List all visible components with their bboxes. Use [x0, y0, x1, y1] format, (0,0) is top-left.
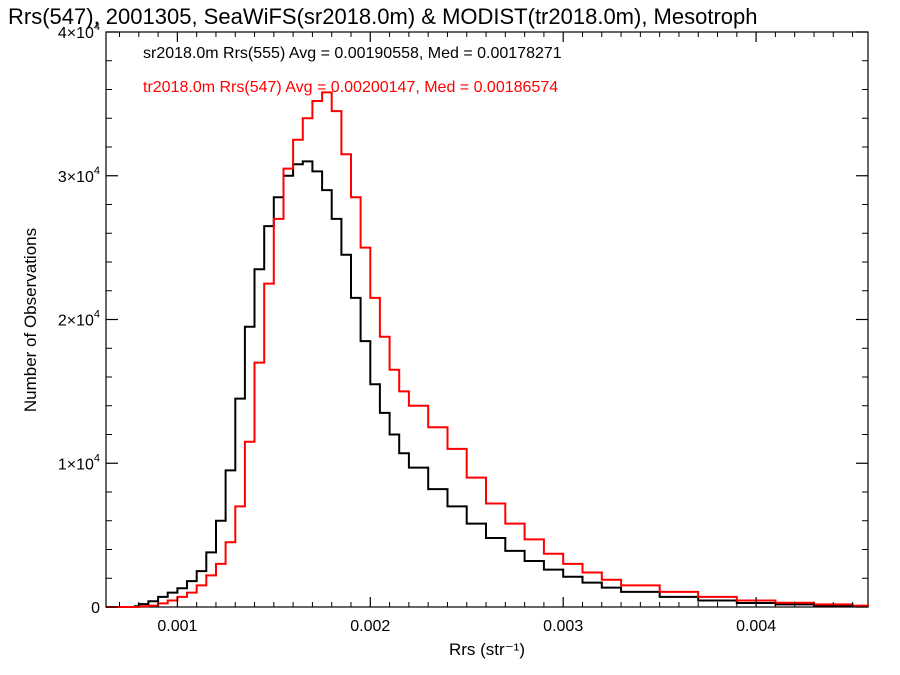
y-tick-label: 4×104 [58, 21, 100, 42]
y-tick-label: 1×104 [58, 452, 100, 473]
series-line-1 [106, 91, 869, 608]
legend-entry-tr2018: tr2018.0m Rrs(547) Avg = 0.00200147, Med… [143, 79, 558, 96]
x-tick-label: 0.004 [736, 618, 776, 635]
x-tick-label: 0.003 [543, 618, 583, 635]
y-tick-label: 3×104 [58, 165, 100, 186]
legend-entry-sr2018: sr2018.0m Rrs(555) Avg = 0.00190558, Med… [143, 45, 562, 62]
x-axis-label: Rrs (str⁻¹) [449, 640, 525, 659]
y-axis-label: Number of Observations [21, 228, 40, 412]
y-axis: 0 1×104 2×104 3×104 4×104 [58, 21, 868, 617]
series-layer [106, 91, 869, 608]
chart-title: Rrs(547), 2001305, SeaWiFS(sr2018.0m) & … [8, 4, 758, 29]
y-tick-label: 2×104 [58, 309, 100, 330]
x-tick-label: 0.001 [157, 618, 197, 635]
y-tick-label: 0 [91, 600, 100, 617]
x-axis: 0.001 0.002 0.003 0.004 [119, 32, 854, 635]
series-line-0 [106, 160, 869, 608]
x-tick-label: 0.002 [350, 618, 390, 635]
legend: sr2018.0m Rrs(555) Avg = 0.00190558, Med… [143, 45, 562, 96]
